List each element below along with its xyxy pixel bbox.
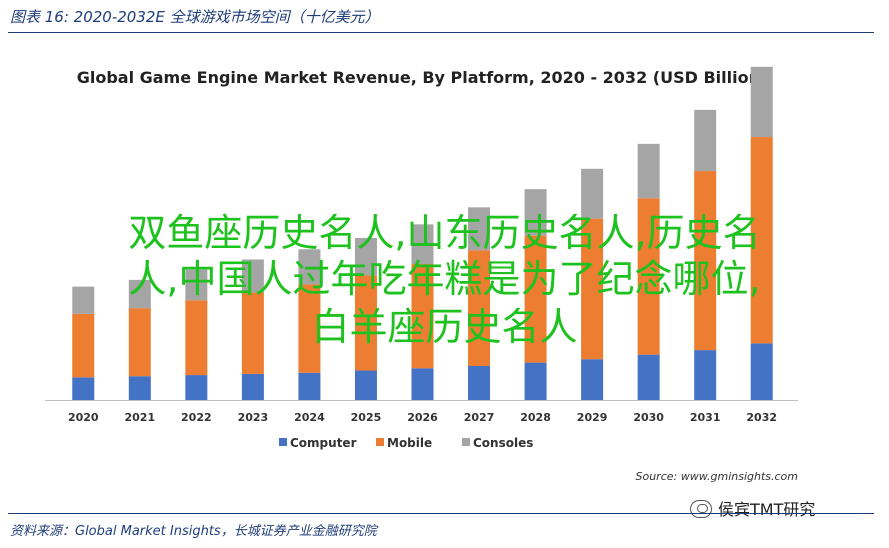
x-tick-label-2026: 2026 <box>407 411 438 424</box>
bar-computer-2020 <box>72 377 95 400</box>
bar-mobile-2030 <box>637 198 660 355</box>
bar-consoles-2024 <box>298 249 321 285</box>
bar-mobile-2031 <box>694 171 717 351</box>
legend-swatch-computer <box>279 438 287 446</box>
bar-consoles-2026 <box>411 224 434 264</box>
x-tick-label-2024: 2024 <box>294 411 325 424</box>
bar-computer-2023 <box>241 373 264 400</box>
bar-computer-2024 <box>298 372 321 400</box>
x-tick-label-2030: 2030 <box>633 411 664 424</box>
bar-mobile-2029 <box>581 218 604 360</box>
bar-mobile-2026 <box>411 264 434 369</box>
bar-consoles-2031 <box>694 109 717 172</box>
watermark-text: 侯宾TMT研究 <box>718 500 816 519</box>
top-rule <box>8 32 874 33</box>
bar-mobile-2028 <box>524 235 547 363</box>
bar-computer-2030 <box>637 354 660 400</box>
bar-computer-2031 <box>694 350 717 400</box>
bar-consoles-2030 <box>637 143 660 199</box>
bar-computer-2027 <box>468 366 491 400</box>
chart-source-note: Source: www.gminsights.com <box>635 470 798 483</box>
bar-computer-2028 <box>524 362 547 400</box>
x-tick-label-2022: 2022 <box>181 411 212 424</box>
x-tick-label-2031: 2031 <box>690 411 721 424</box>
x-tick-label-2032: 2032 <box>746 411 777 424</box>
figure-title: 图表 16: 2020-2032E 全球游戏市场空间（十亿美元） <box>10 8 380 26</box>
x-tick-label-2025: 2025 <box>351 411 382 424</box>
legend-label-computer: Computer <box>290 436 357 450</box>
watermark: 侯宾TMT研究 <box>690 496 815 520</box>
legend-label-consoles: Consoles <box>473 436 533 450</box>
x-tick-label-2028: 2028 <box>520 411 551 424</box>
x-tick-label-2023: 2023 <box>238 411 269 424</box>
bar-mobile-2022 <box>185 300 208 376</box>
bar-consoles-2028 <box>524 189 547 236</box>
bar-consoles-2020 <box>72 286 95 314</box>
x-tick-label-2027: 2027 <box>464 411 495 424</box>
bar-computer-2032 <box>750 343 773 400</box>
bar-computer-2025 <box>354 370 377 400</box>
bar-computer-2026 <box>411 368 434 400</box>
bar-consoles-2025 <box>354 237 377 276</box>
bar-computer-2021 <box>128 376 151 400</box>
bottom-rule <box>8 513 874 514</box>
x-tick-label-2021: 2021 <box>124 411 155 424</box>
bar-computer-2029 <box>581 359 604 400</box>
bar-mobile-2027 <box>468 250 491 366</box>
wechat-icon <box>690 500 712 518</box>
bar-consoles-2021 <box>128 279 151 309</box>
bar-consoles-2032 <box>750 66 773 138</box>
footer-source: 资料来源：Global Market Insights，长城证券产业金融研究院 <box>10 524 377 539</box>
bar-mobile-2023 <box>241 292 264 374</box>
bar-mobile-2020 <box>72 313 95 378</box>
bar-mobile-2024 <box>298 284 321 373</box>
bar-consoles-2027 <box>468 207 491 251</box>
chart-title: Global Game Engine Market Revenue, By Pl… <box>77 68 768 87</box>
legend-label-mobile: Mobile <box>387 436 432 450</box>
bar-consoles-2029 <box>581 168 604 219</box>
x-tick-label-2020: 2020 <box>68 411 99 424</box>
bar-consoles-2023 <box>241 259 264 293</box>
bar-consoles-2022 <box>185 269 208 301</box>
legend-swatch-mobile <box>376 438 384 446</box>
bar-mobile-2021 <box>128 308 151 377</box>
bar-mobile-2025 <box>354 275 377 371</box>
x-tick-label-2029: 2029 <box>577 411 608 424</box>
legend-swatch-consoles <box>462 438 470 446</box>
bar-mobile-2032 <box>750 137 773 344</box>
bar-computer-2022 <box>185 375 208 400</box>
